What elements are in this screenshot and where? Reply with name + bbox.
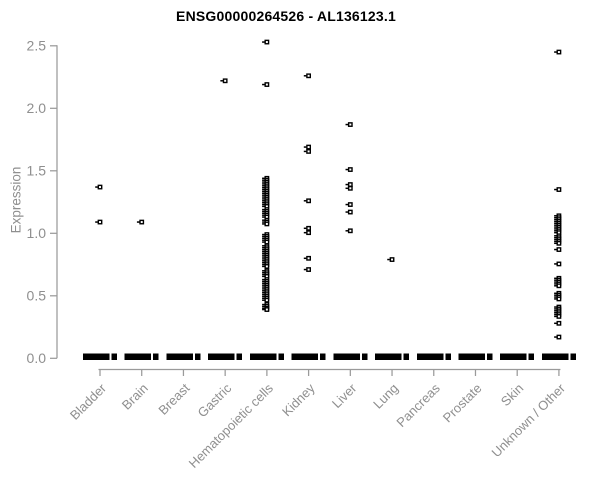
x-tick-label: Pancreas [393,380,443,430]
zero-band-notch [320,353,326,360]
zero-band [291,353,319,360]
zero-band-notch [486,353,493,360]
data-point [556,261,562,267]
data-point [264,221,270,227]
zero-band-notch [194,353,201,360]
data-point [97,219,103,225]
data-point [264,82,270,87]
data-point [556,240,562,246]
data-point [306,267,311,272]
zero-band [83,353,110,360]
data-point [347,182,353,187]
zero-band-notch [361,353,368,360]
data-point [556,283,562,289]
data-point [306,144,311,150]
zero-band-notch [236,353,243,360]
zero-band [124,353,152,360]
chart-title: ENSG00000264526 - AL136123.1 [176,8,396,24]
data-point [556,49,562,55]
data-point [556,334,562,340]
zero-band [500,353,527,360]
data-point [556,247,562,252]
data-point [222,78,228,84]
data-point [347,185,353,191]
data-point [389,257,395,262]
zero-band [166,353,193,360]
zero-band [375,353,402,360]
data-point [306,149,311,154]
zero-band [333,353,360,360]
data-point [264,239,270,245]
zero-band-notch [111,353,117,360]
x-tick-label: Lung [370,381,401,412]
zero-band [208,353,235,360]
data-point [264,39,270,45]
x-tick-label: Breast [155,380,192,417]
zero-band [458,353,485,360]
data-point [556,314,562,319]
x-tick-label: Prostate [440,381,485,426]
zero-band [416,353,444,360]
data-point [347,209,353,215]
data-point [347,122,353,127]
data-point [556,296,562,302]
zero-band-notch [403,353,410,360]
data-point [306,198,311,204]
y-tick-label: 2.5 [27,38,47,54]
y-tick-label: 2.0 [27,100,47,116]
data-point [556,320,562,326]
y-tick-label: 0.0 [27,350,47,366]
zero-band-notch [153,353,159,360]
data-point [347,202,353,207]
data-point [306,73,311,79]
zero-band-notch [528,353,535,360]
y-tick-label: 1.0 [27,225,47,241]
data-point [97,184,103,190]
data-point [347,228,353,234]
x-tick-label: Bladder [67,380,110,423]
x-tick-label: Kidney [279,380,318,419]
data-point [306,255,311,261]
data-point [306,230,311,236]
y-tick-label: 1.5 [27,163,47,179]
data-point [556,187,562,192]
zero-band [541,353,569,360]
zero-band-notch [445,353,451,360]
x-tick-label: Brain [119,381,151,413]
x-tick-label: Unknown / Other [488,380,568,460]
x-tick-label: Liver [329,380,360,411]
x-tick-label: Skin [498,381,526,409]
y-tick-label: 0.5 [27,288,47,304]
data-point [347,167,353,172]
zero-band-notch [278,353,284,360]
data-point [264,264,270,269]
data-point [264,307,270,312]
zero-band-notch [570,353,576,360]
zero-band [249,353,277,360]
data-point [139,219,145,225]
x-tick-label: Gastric [195,380,235,420]
data-point [306,225,311,231]
data-point [264,297,270,303]
